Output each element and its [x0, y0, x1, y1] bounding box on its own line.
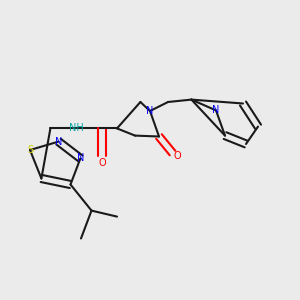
Text: O: O [98, 158, 106, 169]
Text: N: N [146, 106, 154, 116]
Text: O: O [174, 151, 182, 161]
Text: NH: NH [69, 123, 84, 134]
Text: S: S [27, 145, 33, 155]
Text: N: N [55, 136, 62, 147]
Text: N: N [212, 105, 220, 116]
Text: N: N [77, 153, 84, 164]
